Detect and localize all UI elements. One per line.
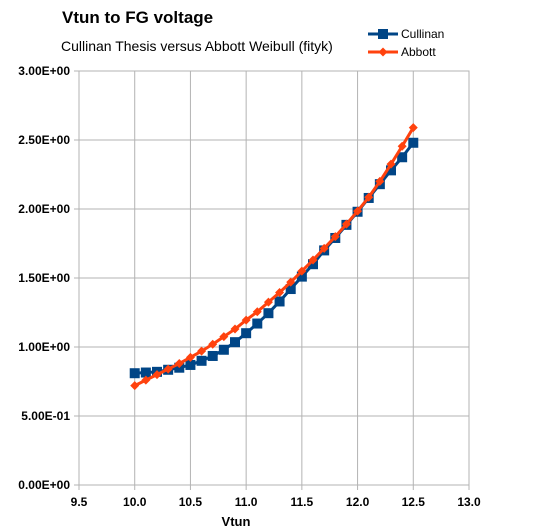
data-point-cullinan	[140, 367, 151, 378]
data-point-cullinan	[274, 296, 285, 307]
data-point-abbott	[286, 277, 296, 287]
x-tick-label: 12.0	[346, 495, 370, 509]
data-point-cullinan	[408, 137, 419, 148]
data-point-abbott	[241, 315, 251, 325]
x-tick-label: 13.0	[457, 495, 481, 509]
data-point-abbott	[297, 266, 307, 276]
x-tick-label: 12.5	[402, 495, 426, 509]
legend-label: Abbott	[401, 45, 436, 59]
x-tick-label: 10.0	[123, 495, 147, 509]
x-tick-label: 10.5	[179, 495, 203, 509]
data-point-cullinan	[285, 284, 296, 295]
data-point-cullinan	[386, 165, 396, 176]
x-tick-label: 9.5	[71, 495, 88, 509]
plot-area-border	[78, 70, 470, 486]
data-point-abbott	[364, 192, 374, 202]
series-cullinan	[129, 137, 419, 379]
data-point-abbott	[219, 332, 229, 342]
legend-marker-square	[378, 29, 388, 39]
x-tick-label: 11.5	[291, 495, 314, 509]
legend-item-cullinan: Cullinan	[368, 27, 444, 41]
data-point-cullinan	[129, 368, 140, 379]
legend-item-abbott: Abbott	[368, 45, 436, 59]
data-point-cullinan	[241, 328, 252, 339]
data-point-cullinan	[230, 337, 240, 348]
data-point-abbott	[230, 324, 240, 334]
data-point-cullinan	[252, 318, 263, 329]
data-point-cullinan	[218, 344, 229, 355]
legend: Cullinan Abbott	[368, 27, 444, 59]
y-tick-label: 5.00E-01	[21, 409, 70, 423]
y-tick-label: 0.00E+00	[18, 478, 70, 492]
data-point-abbott	[375, 176, 385, 186]
data-point-cullinan	[207, 350, 218, 361]
data-point-abbott	[141, 375, 151, 385]
y-tick-label: 1.50E+00	[18, 271, 70, 285]
y-tick-label: 2.00E+00	[18, 202, 70, 216]
y-tick-label: 3.00E+00	[18, 64, 70, 78]
data-point-abbott	[308, 255, 318, 265]
data-point-abbott	[163, 364, 173, 374]
axes: 0.00E+00 5.00E-01 1.00E+00 1.50E+00 2.00E+00…	[18, 64, 481, 509]
data-point-abbott	[185, 352, 195, 362]
data-point-abbott	[319, 243, 329, 253]
data-point-abbott	[341, 219, 351, 229]
legend-marker-diamond	[378, 47, 388, 57]
legend-label: Cullinan	[401, 27, 444, 41]
x-tick-label: 11.0	[235, 495, 258, 509]
data-point-abbott	[353, 206, 363, 216]
data-point-abbott	[152, 370, 162, 380]
data-point-cullinan	[196, 355, 207, 366]
data-point-abbott	[275, 287, 285, 297]
data-point-abbott	[174, 359, 184, 369]
data-point-cullinan	[263, 308, 274, 319]
y-tick-label: 2.50E+00	[18, 133, 70, 147]
data-point-abbott	[408, 123, 418, 133]
data-point-cullinan	[296, 271, 307, 282]
data-point-cullinan	[185, 359, 196, 370]
data-point-abbott	[263, 297, 273, 307]
data-point-abbott	[130, 381, 140, 391]
series-group	[129, 123, 419, 391]
chart-subtitle: Cullinan Thesis versus Abbott Weibull (f…	[61, 38, 333, 54]
series-line-cullinan	[134, 141, 415, 375]
data-point-cullinan	[397, 152, 408, 163]
y-tick-label: 1.00E+00	[18, 340, 70, 354]
chart-title: Vtun to FG voltage	[62, 8, 214, 27]
series-abbott	[130, 123, 418, 391]
data-point-abbott	[330, 232, 340, 242]
x-axis-label: Vtun	[222, 514, 251, 529]
data-point-abbott	[386, 159, 396, 169]
data-point-abbott	[252, 307, 262, 317]
data-point-abbott	[397, 141, 407, 151]
data-point-abbott	[208, 339, 218, 349]
data-point-abbott	[197, 346, 207, 356]
